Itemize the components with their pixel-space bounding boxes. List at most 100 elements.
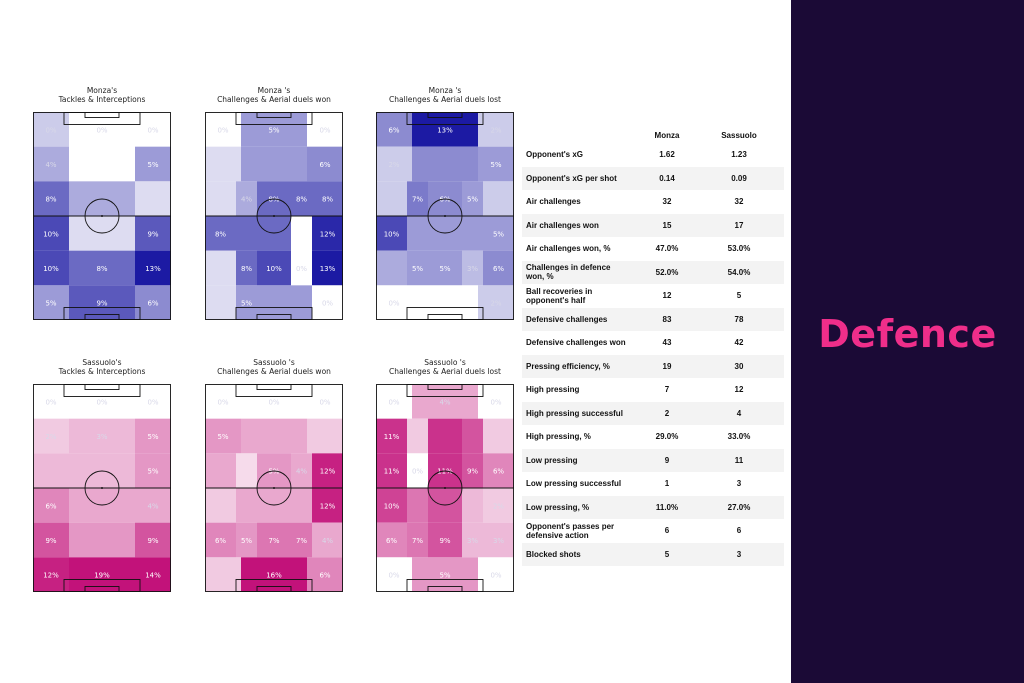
table-row: Opponent's xG per shot 0.14 0.09 <box>522 166 784 190</box>
goal-area-top <box>427 112 463 118</box>
centre-circle <box>427 470 463 506</box>
cell-value-label: 5% <box>147 468 158 476</box>
heatmap-cell <box>135 146 171 182</box>
stat-value-sassuolo: 3 <box>736 549 742 559</box>
stat-value-sassuolo: 30 <box>734 361 744 371</box>
centre-spot <box>101 215 103 217</box>
stat-value-monza: 29.0% <box>655 432 679 442</box>
cell-value-label: 0% <box>268 398 279 406</box>
heatmap-cell <box>483 488 514 523</box>
cell-value-label: 14% <box>145 572 161 580</box>
heatmap-cell <box>33 418 69 454</box>
cell-value-label: 9% <box>147 230 158 238</box>
heatmap-cell <box>478 146 514 182</box>
stat-value-sassuolo: 53.0% <box>727 244 751 254</box>
cell-value-label: 12% <box>320 502 336 510</box>
pitch-title: Monza 's Challenges & Aerial duels lost <box>389 86 501 104</box>
cell-value-label: 12% <box>320 468 336 476</box>
heatmap-cell <box>236 453 257 488</box>
pitch-heatmap: 0% 5% 0% 6% 4% 8% 8% 8% 8% 12% 8% 10% 0% 13% 5% 0% <box>205 112 343 320</box>
stat-value-monza: 11.0% <box>655 502 679 512</box>
cell-value-label: 0% <box>96 398 107 406</box>
cell-value-label: 0% <box>296 265 307 273</box>
heatmap-cell <box>307 112 343 147</box>
cell-value-label: 9% <box>467 468 478 476</box>
cell-value-label: 7% <box>296 537 307 545</box>
stat-value-monza: 7 <box>664 385 670 395</box>
stat-value-monza: 12 <box>662 291 672 301</box>
heatmap-cell <box>236 181 257 216</box>
cell-value-label: 5% <box>439 572 450 580</box>
table-row: High pressing successful 2 4 <box>522 401 784 425</box>
cell-value-label: 0% <box>96 126 107 134</box>
heatmap-cell <box>135 216 171 251</box>
stat-label: Blocked shots <box>526 549 581 559</box>
cell-value-label: 5% <box>241 300 252 308</box>
cell-value-label: 16% <box>266 572 282 580</box>
stat-label: Air challenges <box>526 197 581 207</box>
stat-label: High pressing, % <box>526 432 591 442</box>
centre-spot <box>101 487 103 489</box>
heatmap-cell <box>428 522 462 558</box>
heatmap-cell <box>236 250 257 286</box>
cell-value-label: 4% <box>322 537 333 545</box>
heatmap-cell <box>236 216 257 251</box>
heatmap-cell <box>478 285 514 320</box>
stat-value-sassuolo: 4 <box>736 408 742 418</box>
heatmap-cell <box>376 522 407 558</box>
heatmap-cell <box>33 488 69 523</box>
stat-label: Air challenges won, % <box>526 244 611 254</box>
stat-value-sassuolo: 12 <box>734 385 744 395</box>
stat-label: Pressing efficiency, % <box>526 361 610 371</box>
stat-value-sassuolo: 5 <box>736 291 742 301</box>
heatmap-cell <box>483 181 514 216</box>
heatmap-cell <box>205 418 241 454</box>
table-row: Blocked shots 5 3 <box>522 542 784 566</box>
heatmap-cell <box>376 384 412 419</box>
cell-value-label: 5% <box>241 537 252 545</box>
heatmap-cell <box>483 418 514 454</box>
heatmap-cell <box>478 384 514 419</box>
cell-value-label: 7% <box>412 196 423 204</box>
heatmap-cell <box>312 181 343 216</box>
heatmap-cell <box>462 216 483 251</box>
table-row: Low pressing successful 1 3 <box>522 472 784 496</box>
table-row: Pressing efficiency, % 19 30 <box>522 354 784 378</box>
heatmap-cell <box>135 384 171 419</box>
heatmap-cell <box>483 216 514 251</box>
cell-value-label: 3% <box>467 537 478 545</box>
goal-area-bottom <box>84 314 120 320</box>
heatmap-cell <box>135 522 171 558</box>
heatmap-cell <box>205 285 236 320</box>
heatmap-cell <box>69 250 135 286</box>
heatmap-cell <box>483 522 514 558</box>
heatmap-cell <box>205 453 236 488</box>
cell-value-label: 5% <box>412 265 423 273</box>
cell-value-label: 8% <box>296 196 307 204</box>
centre-circle <box>256 198 292 234</box>
cell-value-label: 6% <box>386 537 397 545</box>
cell-value-label: 6% <box>439 196 450 204</box>
cell-value-label: 10% <box>43 230 59 238</box>
heatmap-cell <box>376 146 412 182</box>
stat-label: High pressing successful <box>526 408 623 418</box>
heatmap-cell <box>291 216 312 251</box>
stat-value-sassuolo: 33.0% <box>727 432 751 442</box>
cell-value-label: 10% <box>384 230 400 238</box>
cell-value-label: 11% <box>384 468 400 476</box>
table-row: Defensive challenges won 43 42 <box>522 331 784 355</box>
cell-value-label: 2% <box>388 161 399 169</box>
stat-value-sassuolo: 32 <box>734 197 744 207</box>
goal-area-bottom <box>256 314 292 320</box>
stat-value-monza: 6 <box>664 526 670 536</box>
cell-value-label: 9% <box>96 300 107 308</box>
cell-value-label: 0% <box>217 398 228 406</box>
stat-label: Defensive challenges <box>526 314 608 324</box>
cell-value-label: 11% <box>437 468 453 476</box>
cell-value-label: 2% <box>493 502 504 510</box>
heatmap-cell <box>241 146 307 182</box>
stat-label: Low pressing, % <box>526 502 590 512</box>
cell-value-label: 4% <box>45 161 56 169</box>
heatmap-cell <box>407 418 428 454</box>
cell-value-label: 6% <box>45 502 56 510</box>
